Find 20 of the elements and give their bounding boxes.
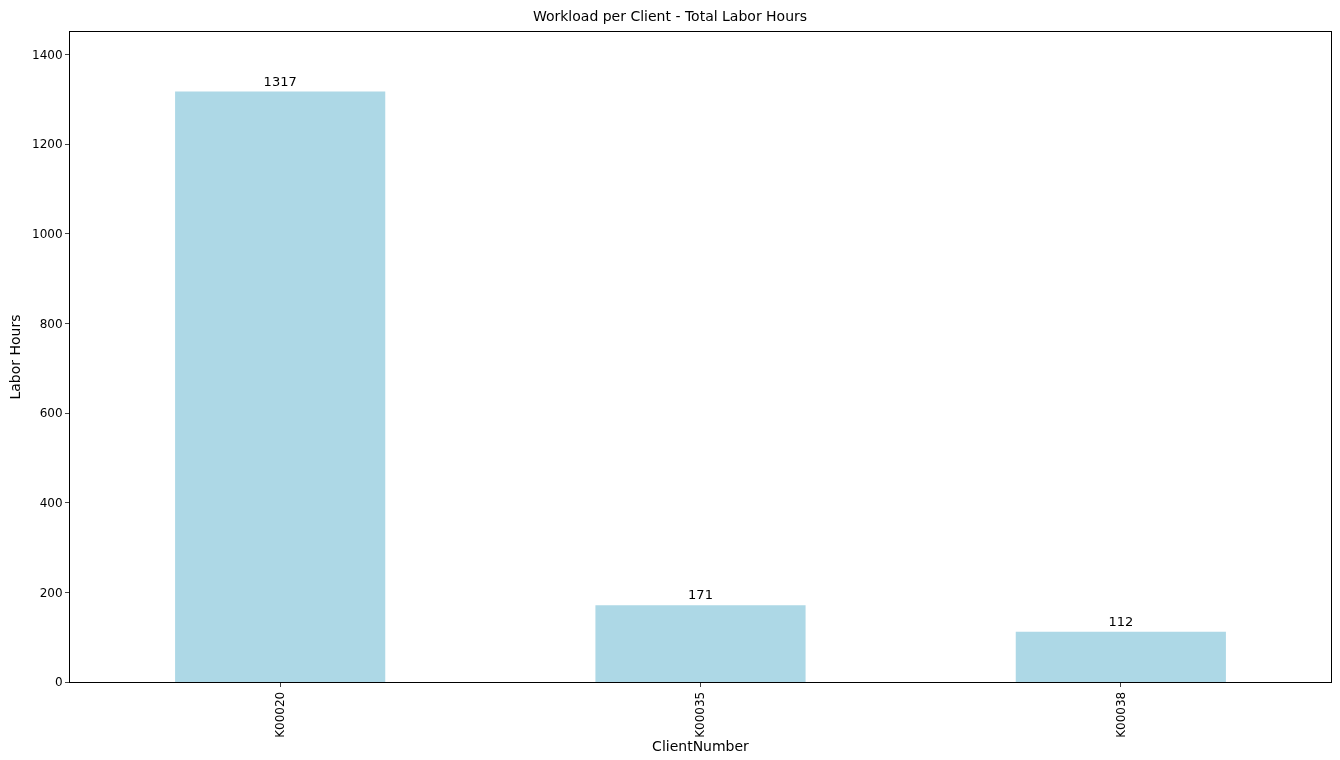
data-label: 171	[688, 587, 713, 603]
y-axis-title: Labor Hours	[6, 314, 23, 400]
x-axis-title: ClientNumber	[652, 738, 750, 755]
y-tick-label: 1000	[32, 226, 63, 241]
y-tick-label: 1400	[32, 47, 63, 62]
chart-title: Workload per Client - Total Labor Hours	[532, 8, 808, 25]
data-label: 1317	[263, 73, 297, 89]
y-tick-label: 800	[39, 316, 63, 331]
y-tick-label: 1200	[32, 137, 63, 152]
x-tick-label: K00035	[693, 691, 708, 738]
y-tick-label: 400	[39, 495, 63, 510]
bar	[175, 91, 386, 682]
data-label: 112	[1108, 613, 1134, 629]
y-tick-label: 0	[54, 675, 63, 690]
x-tick-label: K00038	[1113, 691, 1128, 738]
bar	[1015, 631, 1226, 682]
y-tick-label: 200	[39, 585, 63, 600]
y-tick-label: 600	[39, 406, 63, 421]
bar	[595, 605, 806, 682]
x-tick-label: K00020	[273, 691, 288, 738]
